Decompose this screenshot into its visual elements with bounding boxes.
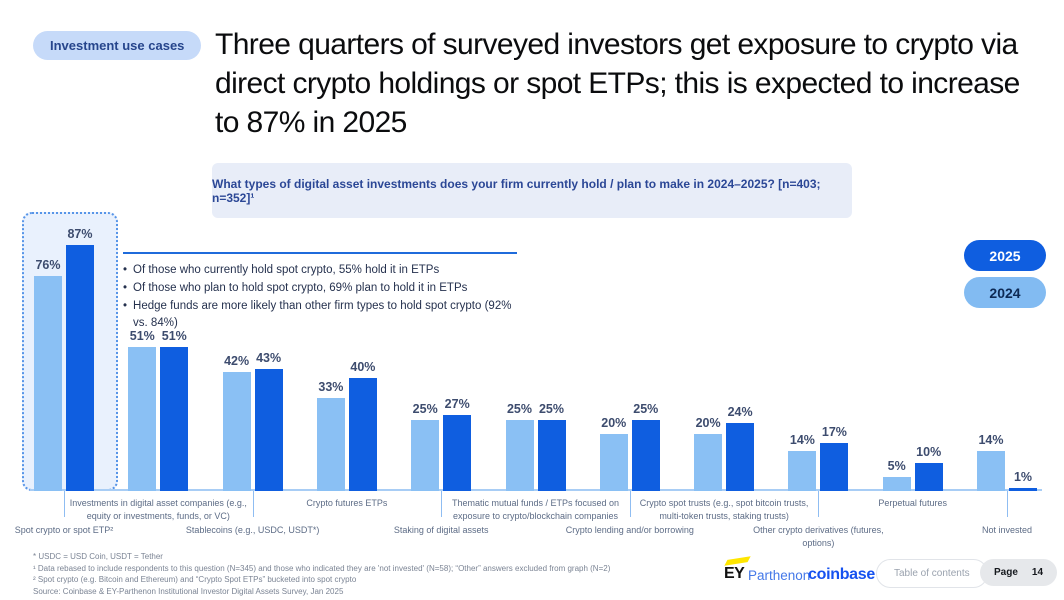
callout-bullet: • Of those who plan to hold spot crypto, …: [123, 280, 517, 298]
axis-leader-line: [64, 491, 65, 517]
axis-leader-line: [1007, 491, 1008, 517]
parthenon-wordmark: Parthenon: [748, 568, 811, 583]
bar-2024-1: [128, 346, 157, 491]
footer: EY Parthenon coinbase Table of contents …: [700, 556, 1058, 590]
category-label-8: Other crypto derivatives (futures, optio…: [753, 525, 884, 548]
callout-bullet: • Hedge funds are more likely than other …: [123, 298, 517, 334]
bullet-icon: •: [123, 281, 128, 294]
bar-value-label: 5%: [887, 458, 906, 473]
bar-value-label: 14%: [978, 433, 1004, 448]
bar-2025-8: [820, 442, 849, 491]
category-label-2: Stablecoins (e.g., USDC, USDT*): [185, 525, 320, 535]
bar-2025-10: [1009, 488, 1037, 491]
bar-2024-0: [34, 275, 62, 491]
bar-2025-6: [631, 420, 660, 491]
slide-title: Three quarters of surveyed investors get…: [215, 28, 1020, 139]
bar-2024-2: [222, 372, 251, 491]
bar-2025-5: [537, 420, 566, 491]
footnote-line: ² Spot crypto (e.g. Bitcoin and Ethereum…: [33, 575, 357, 585]
bar-value-label: 14%: [789, 433, 815, 448]
footnote-line: * USDC = USD Coin, USDT = Tether: [33, 552, 163, 561]
page-number: 14: [1031, 567, 1044, 578]
bar-2024-8: [788, 451, 817, 491]
category-label-1: Investments in digital asset companies (…: [69, 498, 247, 521]
category-label-6: Crypto lending and/or borrowing: [565, 525, 694, 535]
bar-2025-0: [66, 244, 94, 491]
bar-value-label: 42%: [224, 354, 250, 369]
bar-value-label: 87%: [67, 226, 93, 241]
axis-leader-line: [629, 491, 631, 517]
bar-2025-3: [348, 377, 377, 491]
bar-value-label: 25%: [506, 402, 533, 417]
bar-value-label: 25%: [633, 402, 659, 417]
callout-box: • Of those who currently hold spot crypto…: [123, 252, 517, 333]
axis-leader-line: [441, 491, 443, 517]
bar-value-label: 20%: [601, 416, 627, 431]
callout-text: Of those who currently hold spot crypto,…: [133, 264, 440, 276]
bar-value-label: 10%: [916, 444, 942, 459]
footnote-line: ¹ Data rebased to include respondents to…: [33, 563, 611, 573]
bar-2025-7: [726, 423, 755, 491]
ey-logo: EY: [724, 556, 751, 583]
coinbase-logo: coinbase: [808, 566, 875, 583]
x-axis-line: [30, 489, 1042, 491]
bar-value-label: 43%: [256, 351, 282, 366]
bar-value-label: 25%: [538, 402, 565, 417]
bar-value-label: 51%: [161, 328, 187, 343]
footnote-line: Source: Coinbase & EY-Parthenon Institut…: [33, 586, 344, 596]
bar-2025-2: [254, 369, 283, 491]
bar-value-label: 17%: [821, 424, 847, 439]
callout-bullet: • Of those who currently hold spot crypto…: [123, 262, 517, 280]
legend-pill-2024: 2024: [964, 277, 1046, 308]
footnotes: * USDC = USD Coin, USDT = Tether ¹ Data r…: [33, 551, 610, 597]
axis-leader-line: [252, 491, 254, 517]
category-badge: Investment use cases: [33, 31, 202, 60]
bar-2024-9: [882, 476, 911, 491]
category-label-4: Staking of digital assets: [393, 525, 489, 535]
bar-value-label: 1%: [1013, 470, 1033, 485]
bar-2024-7: [694, 434, 723, 491]
category-label-7: Crypto spot trusts (e.g., spot bitcoin t…: [639, 498, 809, 521]
category-label-10: Not invested: [981, 525, 1033, 535]
bar-value-label: 20%: [695, 416, 721, 431]
table-of-contents-button[interactable]: Table of contents: [876, 559, 988, 588]
axis-leader-line: [818, 491, 820, 517]
bar-value-label: 76%: [35, 257, 61, 272]
bar-2024-4: [411, 420, 440, 491]
bar-value-label: 24%: [727, 405, 753, 420]
bar-2025-4: [443, 414, 472, 491]
page-indicator: Page 14: [980, 559, 1058, 586]
bar-chart: 76% 87% Spot crypto or spot ETP² 51% 51% Inve…: [15, 212, 1056, 552]
bar-value-label: 25%: [412, 402, 438, 417]
chart-legend: 2025 2024: [964, 240, 1046, 314]
category-label-3: Crypto futures ETPs: [306, 498, 388, 508]
bar-value-label: 40%: [350, 359, 376, 374]
callout-text: Hedge funds are more likely than other f…: [133, 299, 512, 330]
bullet-icon: •: [123, 264, 128, 276]
bar-2024-6: [599, 434, 628, 491]
ey-wordmark: EY: [724, 565, 745, 582]
bar-value-label: 27%: [444, 396, 470, 411]
bar-2024-3: [316, 397, 345, 491]
category-label-5: Thematic mutual funds / ETPs focused on …: [451, 498, 620, 521]
page-label: Page: [994, 567, 1018, 578]
bar-2025-9: [914, 462, 943, 491]
survey-question-banner: What types of digital asset investments …: [212, 163, 852, 218]
bullet-icon: •: [123, 299, 128, 312]
bar-2024-5: [505, 420, 534, 491]
legend-pill-2025: 2025: [964, 240, 1046, 271]
bar-value-label: 33%: [318, 379, 344, 394]
callout-text: Of those who plan to hold spot crypto, 6…: [133, 281, 468, 294]
category-label-0: Spot crypto or spot ETP²: [14, 525, 114, 535]
category-label-9: Perpetual futures: [878, 498, 947, 508]
bar-2024-10: [977, 451, 1005, 491]
bar-value-label: 51%: [129, 328, 155, 343]
bar-2025-1: [160, 346, 189, 491]
